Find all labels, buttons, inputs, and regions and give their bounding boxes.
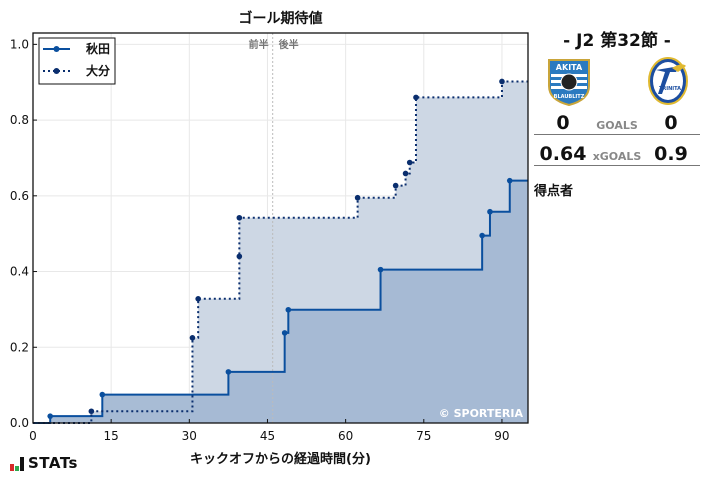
data-point bbox=[236, 214, 243, 221]
round-title: - J2 第32節 - bbox=[563, 31, 671, 51]
stats-logo: STATs bbox=[10, 456, 78, 471]
legend-label: 秋田 bbox=[86, 41, 110, 56]
stats-logo-text: STATs bbox=[28, 454, 78, 472]
data-point bbox=[392, 182, 399, 189]
y-tick-label: 1.0 bbox=[10, 37, 29, 51]
akita-crest-icon: AKITA BLAUBLITZ bbox=[548, 59, 590, 106]
data-point bbox=[195, 296, 201, 302]
x-tick-label: 75 bbox=[416, 429, 431, 443]
data-point bbox=[236, 253, 243, 260]
data-point bbox=[402, 170, 409, 177]
second-half-label: 後半 bbox=[279, 38, 299, 51]
data-point bbox=[225, 369, 232, 375]
y-tick-label: 0.6 bbox=[10, 189, 29, 203]
plot-frame bbox=[32, 32, 529, 424]
home-goals: 0 bbox=[556, 112, 570, 134]
goals-label: GOALS bbox=[596, 119, 638, 132]
x-axis-label: キックオフからの経過時間(分) bbox=[190, 452, 371, 467]
legend-box bbox=[38, 37, 116, 85]
line-oita bbox=[33, 80, 528, 424]
away-goals: 0 bbox=[664, 112, 678, 134]
data-point bbox=[413, 94, 419, 101]
legend-marker bbox=[53, 46, 60, 52]
first-half-label: 前半 bbox=[249, 38, 269, 51]
legend-label: 大分 bbox=[86, 63, 110, 78]
scorers-heading: 得点者 bbox=[534, 184, 574, 199]
data-point bbox=[285, 306, 292, 313]
svg-text:BLAUBLITZ: BLAUBLITZ bbox=[554, 94, 585, 100]
data-point bbox=[88, 408, 95, 415]
y-tick-label: 0.4 bbox=[10, 265, 29, 279]
y-tick-label: 0.2 bbox=[10, 340, 29, 354]
line-akita bbox=[33, 179, 528, 424]
match-panel: - J2 第32節 - AKITA BLAUBLITZ TRINITA 0 GO… bbox=[534, 26, 700, 199]
x-tick-label: 0 bbox=[29, 429, 37, 443]
oita-crest-icon: TRINITA bbox=[648, 57, 688, 105]
xgoals-row: 0.64 xGOALS 0.9 bbox=[534, 143, 700, 166]
svg-text:TRINITA: TRINITA bbox=[659, 86, 681, 92]
goals-row: 0 GOALS 0 bbox=[534, 112, 700, 135]
stats-bars-icon bbox=[10, 457, 24, 471]
chart-title: ゴール期待値 bbox=[238, 11, 323, 27]
x-tick-label: 90 bbox=[494, 429, 509, 443]
data-point bbox=[377, 266, 384, 273]
data-point bbox=[479, 232, 485, 239]
xgoals-label: xGOALS bbox=[592, 150, 642, 163]
legend-marker bbox=[53, 68, 60, 74]
x-tick-label: 60 bbox=[338, 429, 353, 443]
data-point bbox=[499, 78, 505, 85]
x-tick-label: 45 bbox=[260, 429, 275, 443]
data-point bbox=[189, 335, 196, 341]
data-point bbox=[99, 391, 106, 398]
area-akita bbox=[33, 180, 528, 423]
copyright-text: © SPORTERIA bbox=[439, 407, 524, 420]
svg-text:AKITA: AKITA bbox=[556, 63, 583, 72]
data-point bbox=[354, 194, 361, 201]
data-point bbox=[281, 330, 288, 336]
data-point bbox=[47, 413, 53, 419]
data-point bbox=[406, 159, 413, 166]
home-xgoals: 0.64 bbox=[539, 143, 587, 165]
y-tick-label: 0.0 bbox=[10, 416, 29, 430]
y-tick-label: 0.8 bbox=[10, 113, 29, 127]
data-point bbox=[487, 208, 493, 215]
x-tick-label: 30 bbox=[182, 429, 197, 443]
x-tick-label: 15 bbox=[104, 429, 119, 443]
away-xgoals: 0.9 bbox=[654, 143, 688, 165]
data-point bbox=[506, 177, 513, 184]
